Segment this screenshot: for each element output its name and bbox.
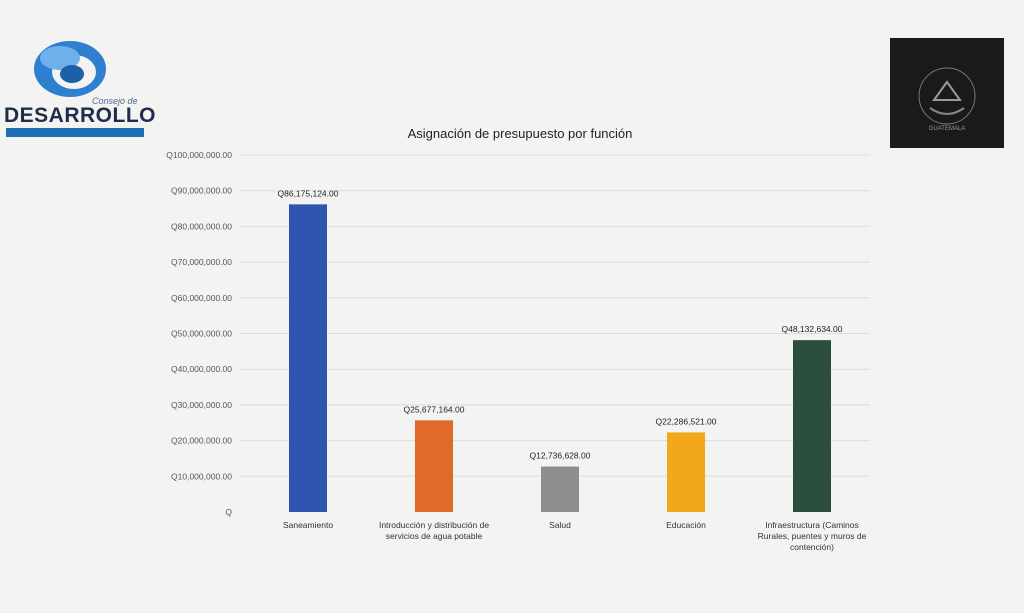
y-tick-label: Q — [225, 507, 232, 517]
y-tick-label: Q80,000,000.00 — [171, 221, 232, 231]
bar — [667, 432, 705, 512]
logo-bar — [6, 128, 144, 137]
y-tick-label: Q100,000,000.00 — [166, 150, 232, 160]
category-label: servicios de agua potable — [386, 531, 483, 541]
y-tick-label: Q40,000,000.00 — [171, 364, 232, 374]
category-label: Rurales, puentes y muros de — [758, 531, 867, 541]
y-tick-label: Q90,000,000.00 — [171, 186, 232, 196]
y-tick-label: Q20,000,000.00 — [171, 436, 232, 446]
coat-of-arms-icon: GUATEMALA — [918, 67, 976, 132]
consejo-desarrollo-logo: Consejo de DESARROLLO — [4, 36, 156, 140]
y-tick-label: Q70,000,000.00 — [171, 257, 232, 267]
bar — [415, 420, 453, 512]
data-label: Q12,736,628.00 — [530, 451, 591, 461]
category-label: Infraestructura (Caminos — [765, 520, 859, 530]
guatemala-seal-logo: GUATEMALA — [890, 38, 1004, 148]
seal-text: GUATEMALA — [929, 126, 966, 132]
logo-wordmark: DESARROLLO — [4, 104, 156, 127]
logo-subtext: Consejo de — [92, 96, 138, 106]
data-label: Q22,286,521.00 — [656, 416, 717, 426]
swirl-logo-icon — [34, 41, 106, 97]
data-label: Q25,677,164.00 — [404, 404, 465, 414]
y-tick-label: Q10,000,000.00 — [171, 471, 232, 481]
category-label: Educación — [666, 520, 706, 530]
y-tick-label: Q30,000,000.00 — [171, 400, 232, 410]
chart-title: Asignación de presupuesto por función — [407, 126, 633, 141]
category-label: contención) — [790, 542, 834, 552]
category-label: Salud — [549, 520, 571, 530]
y-tick-label: Q60,000,000.00 — [171, 293, 232, 303]
data-label: Q86,175,124.00 — [278, 188, 339, 198]
data-label: Q48,132,634.00 — [782, 324, 843, 334]
bar — [289, 204, 327, 513]
y-tick-label: Q50,000,000.00 — [171, 329, 232, 339]
category-label: Saneamiento — [283, 520, 333, 530]
category-label: Introducción y distribución de — [379, 520, 489, 530]
bar — [541, 466, 579, 512]
bar — [793, 340, 831, 512]
